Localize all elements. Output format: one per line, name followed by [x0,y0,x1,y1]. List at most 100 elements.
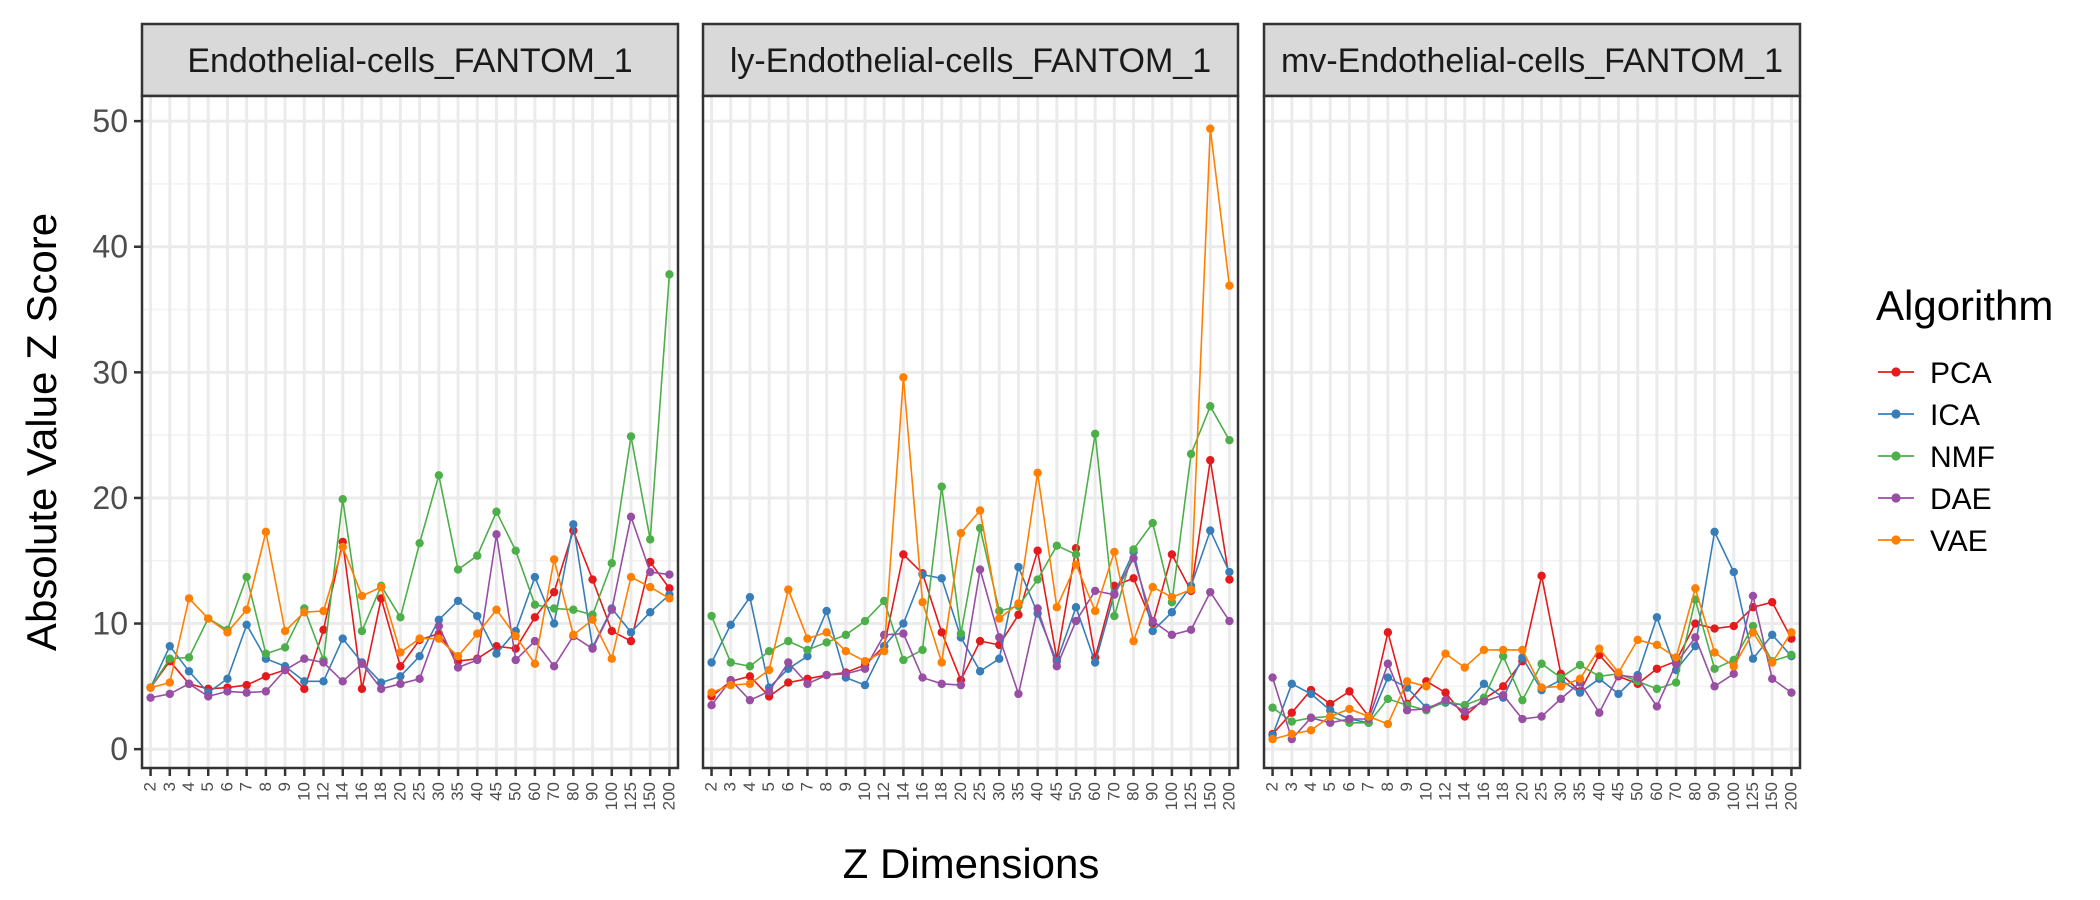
data-point-ica [569,520,578,529]
data-point-vae [549,555,559,564]
data-point-ica [223,674,232,684]
data-point-nmf [165,654,174,663]
data-point-nmf [280,643,290,652]
data-point-vae [511,631,520,641]
x-tick-label: 12 [314,782,333,801]
data-point-pca [396,662,405,671]
x-tick-label: 7 [797,782,816,791]
x-tick-label: 40 [467,782,486,801]
x-tick-label: 45 [486,782,505,801]
x-tick-label: 7 [237,782,256,791]
data-point-dae [204,692,213,701]
data-point-dae [530,636,540,646]
x-tick-label: 60 [1085,782,1104,801]
data-point-nmf [1129,545,1138,554]
data-point-dae [1186,625,1196,635]
data-point-vae [1748,628,1758,637]
data-point-dae [1129,554,1138,563]
data-point-ica [492,649,501,658]
x-tick-label: 45 [1608,782,1627,801]
data-point-pca [1225,575,1234,584]
x-tick-label: 5 [1320,782,1339,791]
x-tick-label: 80 [1685,782,1704,801]
data-point-vae [745,679,755,689]
data-point-nmf [1186,449,1196,459]
data-point-vae [1556,682,1566,691]
data-point-dae [1498,690,1508,700]
data-point-vae [860,657,870,666]
x-tick-label: 150 [640,782,659,810]
data-point-vae [376,582,386,592]
data-point-dae [1326,718,1335,727]
data-point-dae [376,684,386,694]
data-point-dae [415,674,424,684]
data-point-nmf [937,482,946,491]
x-tick-label: 200 [1781,782,1800,810]
data-point-vae [434,634,444,643]
x-tick-label: 5 [198,782,217,791]
x-tick-label: 16 [913,782,932,801]
x-tick-label: 80 [1124,782,1143,801]
data-point-nmf [841,630,851,640]
data-point-vae [646,582,655,592]
data-point-pca [549,587,559,597]
data-point-dae [223,687,232,696]
data-point-nmf [1383,694,1393,704]
legend-key-point [1891,367,1901,377]
series-line-nmf [1272,599,1792,724]
x-tick-label: 150 [1762,782,1781,810]
facet-strip [1262,22,1802,98]
legend-key-point [1891,409,1901,419]
x-tick-label: 25 [1532,782,1551,801]
data-point-dae [338,677,347,686]
data-point-dae [165,689,174,699]
x-tick-label: 2 [141,782,160,791]
data-point-pca [1691,619,1700,628]
x-tick-label: 200 [1219,782,1238,810]
data-point-dae [1595,708,1604,717]
data-point-vae [1268,734,1277,744]
x-tick-label: 9 [1397,782,1416,791]
data-point-ica [165,641,174,651]
data-point-dae [1518,714,1527,724]
x-tick-label: 6 [778,782,797,791]
data-point-pca [1383,628,1393,637]
data-point-vae [319,606,328,616]
data-point-dae [1402,706,1412,715]
data-point-vae [1422,682,1431,691]
data-point-nmf [1148,518,1157,528]
data-point-dae [1633,673,1642,682]
panel-background [142,96,678,768]
data-point-vae [707,688,716,697]
x-tick-label: 125 [1743,782,1762,810]
data-point-dae [1383,659,1393,668]
data-point-nmf [434,471,444,480]
data-point-vae [396,648,405,657]
data-point-dae [1537,712,1546,721]
x-tick-label: 40 [1028,782,1047,801]
data-point-vae [803,634,812,643]
x-tick-label: 90 [1705,782,1724,801]
data-point-nmf [1671,678,1681,687]
series-line-vae [150,531,670,689]
data-point-vae [626,572,636,582]
x-tick-label: 8 [1378,782,1397,791]
x-tick-label: 60 [1647,782,1666,801]
data-point-pca [357,684,367,694]
data-point-dae [1671,659,1681,668]
data-point-dae [860,664,870,673]
series-line-pca [149,528,671,691]
data-point-dae [1033,604,1042,613]
data-point-pca [937,628,946,637]
legend-label-vae: VAE [1930,525,1988,558]
data-point-nmf [1110,611,1119,621]
data-point-vae [995,614,1004,623]
data-point-dae [396,679,405,689]
data-point-pca [1287,708,1296,717]
data-point-dae [357,659,367,668]
data-point-dae [146,693,155,702]
data-point-vae [1633,635,1642,645]
data-point-dae [242,688,251,697]
data-point-dae [1479,697,1489,706]
